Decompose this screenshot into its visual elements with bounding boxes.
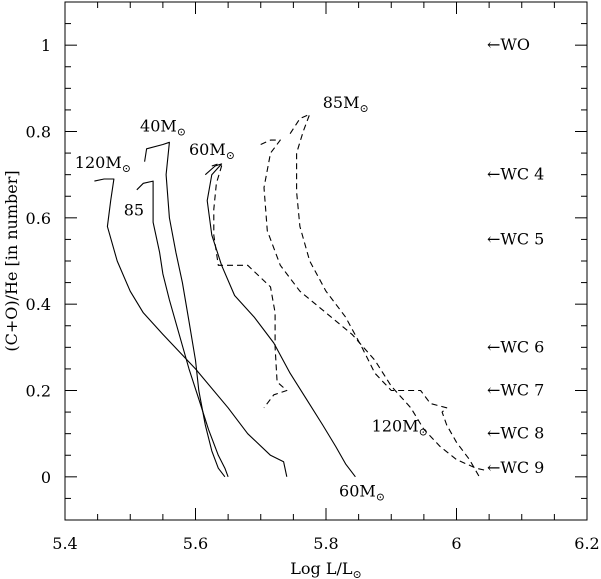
- x-tick-label: 5.8: [313, 534, 338, 553]
- curve-label: 40M⊙: [140, 117, 186, 139]
- y-tick-label: 0: [41, 468, 51, 487]
- curve-label: 85M⊙: [323, 93, 369, 115]
- x-tick-label: 6: [451, 534, 461, 553]
- spectral-class-marker: ←WC 4: [487, 165, 544, 184]
- spectral-class-marker: ←WC 8: [487, 424, 544, 443]
- series-line-3: [204, 163, 356, 478]
- x-tick-label: 5.6: [183, 534, 208, 553]
- y-tick-label: 1: [41, 36, 51, 55]
- curve-label: 120M⊙: [75, 153, 131, 175]
- y-tick-label: 0.4: [26, 295, 51, 314]
- series-curves: [94, 113, 487, 478]
- series-line-6: [289, 113, 480, 478]
- spectral-markers: ←WO ←WC 4 ←WC 5 ←WC 6 ←WC 7 ←WC 8 ←WC 9: [487, 35, 544, 477]
- axis-ticks: [64, 1, 588, 521]
- y-tick-label: 0.6: [26, 209, 51, 228]
- y-axis-label: (C+O)/He [in number]: [2, 170, 21, 351]
- series-line-4: [211, 163, 288, 409]
- series-line-2: [144, 141, 226, 478]
- curve-label: 120M⊙: [372, 417, 428, 439]
- series-line-0: [94, 178, 288, 477]
- x-tick-label: 6.2: [574, 534, 599, 553]
- y-tick-label: 0.2: [26, 382, 51, 401]
- spectral-class-marker: ←WC 5: [487, 229, 544, 248]
- curve-label: 60M⊙: [339, 481, 385, 503]
- x-tick-label: 5.4: [52, 534, 77, 553]
- x-axis-label: Log L/L⊙: [290, 559, 361, 579]
- spectral-class-marker: ←WC 6: [487, 337, 544, 356]
- curve-label: 85: [124, 201, 144, 220]
- spectral-class-marker: ←WC 9: [487, 458, 544, 477]
- curve-label: 60M⊙: [189, 140, 235, 162]
- tick-labels: 5.4 5.6 5.8 6 6.2 0 0.2 0.4 0.6 0.8 1: [26, 36, 600, 553]
- series-line-5: [260, 139, 487, 471]
- spectral-class-marker: ←WC 7: [487, 381, 544, 400]
- spectral-class-marker: ←WO: [487, 35, 530, 54]
- y-tick-label: 0.8: [26, 123, 51, 142]
- series-line-1: [136, 180, 229, 477]
